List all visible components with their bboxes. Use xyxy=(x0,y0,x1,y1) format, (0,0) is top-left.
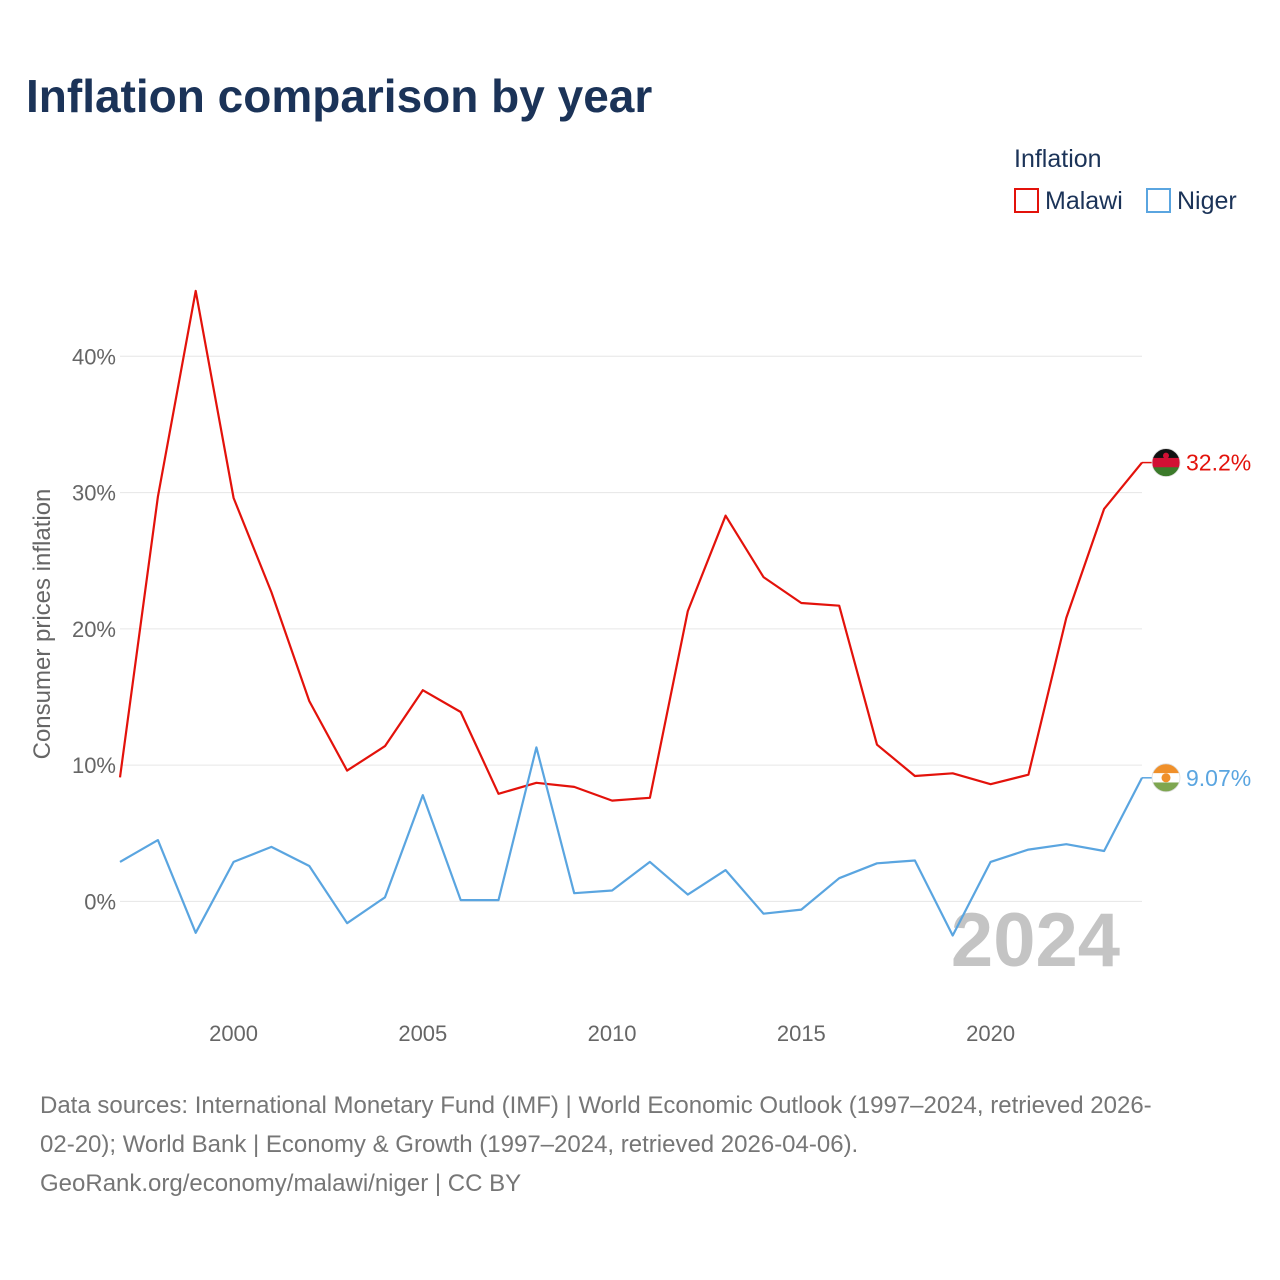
legend: Inflation Malawi Niger xyxy=(1014,145,1237,215)
y-tick-label: 0% xyxy=(84,889,116,914)
x-tick-label: 2015 xyxy=(777,1021,826,1046)
malawi-flag-icon xyxy=(1151,448,1181,477)
y-tick-label: 30% xyxy=(72,481,116,506)
series-line-niger[interactable] xyxy=(119,746,1143,937)
y-tick-label: 40% xyxy=(72,344,116,369)
source-line-1: Data sources: International Monetary Fun… xyxy=(40,1092,1152,1119)
x-axis-ticks: 2000 2005 2010 2015 2020 xyxy=(209,1021,1015,1046)
x-tick-label: 2010 xyxy=(588,1021,637,1046)
legend-label-malawi[interactable]: Malawi xyxy=(1045,187,1123,215)
source-footer: Data sources: International Monetary Fun… xyxy=(40,1092,1152,1197)
chart-title: Inflation comparison by year xyxy=(26,70,652,122)
x-tick-label: 2020 xyxy=(966,1021,1015,1046)
niger-flag-icon xyxy=(1151,763,1181,793)
end-label-niger: 9.07% xyxy=(1186,765,1251,791)
legend-label-niger[interactable]: Niger xyxy=(1177,187,1237,215)
source-line-2: 02-20); World Bank | Economy & Growth (1… xyxy=(40,1131,858,1158)
legend-swatch-malawi[interactable] xyxy=(1014,188,1039,213)
y-axis-ticks: 0% 10% 20% 30% 40% xyxy=(72,344,116,914)
year-watermark: 2024 xyxy=(951,898,1120,983)
x-tick-label: 2000 xyxy=(209,1021,258,1046)
gridlines xyxy=(120,355,1142,902)
y-axis-label: Consumer prices inflation xyxy=(29,489,56,760)
y-tick-label: 20% xyxy=(72,617,116,642)
end-markers: 32.2% 9.07% xyxy=(1142,448,1251,793)
end-label-malawi: 32.2% xyxy=(1186,450,1251,476)
x-tick-label: 2005 xyxy=(398,1021,447,1046)
series-line-malawi[interactable] xyxy=(118,289,1143,802)
legend-title: Inflation xyxy=(1014,145,1102,173)
legend-swatch-niger[interactable] xyxy=(1146,188,1171,213)
source-line-3[interactable]: GeoRank.org/economy/malawi/niger | CC BY xyxy=(40,1170,521,1197)
y-tick-label: 10% xyxy=(72,753,116,778)
series-lines xyxy=(118,289,1143,937)
